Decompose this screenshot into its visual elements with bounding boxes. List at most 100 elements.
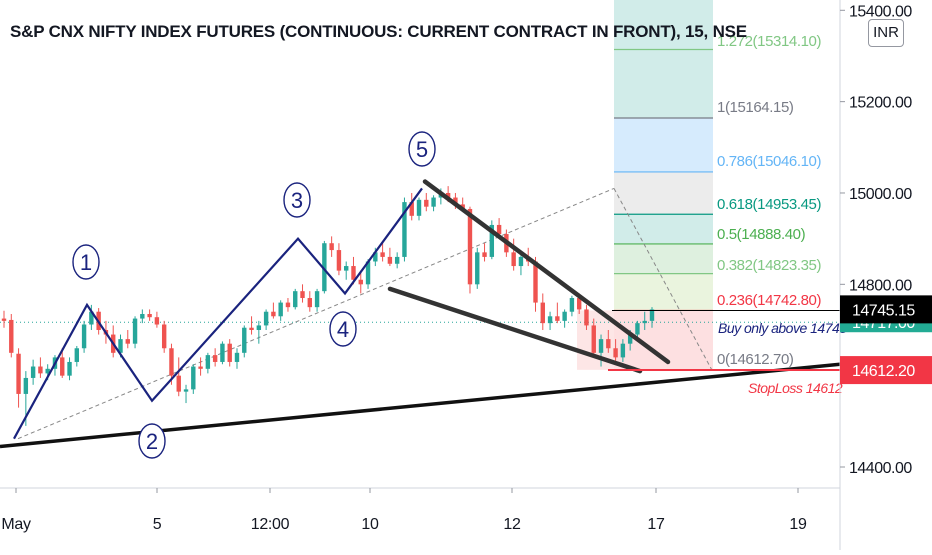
candle [424, 192, 429, 212]
candle [125, 329, 130, 349]
candle-body [635, 323, 640, 335]
candle-body [38, 366, 43, 374]
candle-body [518, 256, 524, 267]
candle [606, 329, 611, 353]
candle-body [1, 318, 7, 321]
candle [1, 310, 7, 328]
candle-body [627, 334, 633, 344]
candle-body [169, 348, 174, 376]
fib-zone-0.5 [614, 214, 713, 244]
wave-label-3: 3 [283, 182, 311, 218]
candle-body [547, 316, 553, 324]
x-tick-label: 12 [503, 516, 521, 533]
candle [409, 192, 414, 221]
candle-body [380, 252, 385, 257]
fib-label-0.618: 0.618(14953.45) [717, 196, 821, 213]
price-axis: 15400.00 15200.00 15000.00 14800.00 14400.00 [839, 0, 913, 550]
candle-body [307, 298, 312, 308]
candle [555, 302, 560, 324]
candle-body [365, 261, 371, 285]
fib-label-1.272: 1.272(15314.10) [717, 33, 821, 50]
fib-label-0.236: 0.236(14742.80) [717, 292, 821, 309]
candle-body [598, 339, 604, 353]
candle-body [220, 343, 225, 362]
candle [642, 311, 647, 330]
candle [489, 220, 495, 260]
fib-label-0.382: 0.382(14823.35) [717, 257, 821, 274]
candle [293, 288, 298, 310]
candle-body [620, 343, 626, 358]
candle-body [402, 202, 407, 257]
fib-zone-0.236 [614, 273, 713, 311]
candle-body [263, 311, 269, 326]
candle-body [475, 252, 480, 285]
candle [154, 311, 160, 328]
candle-body [460, 204, 465, 209]
buy-annotation: Buy only above 14745 [718, 320, 847, 336]
x-tick-label: 19 [789, 516, 807, 533]
support-trendline [0, 362, 841, 449]
candle [329, 236, 334, 257]
time-axis: May 5 12:00 10 12 17 19 [0, 487, 840, 533]
fib-zone-0.786 [614, 118, 713, 172]
candle-body [387, 256, 393, 264]
candle-body [45, 368, 50, 374]
currency-badge[interactable]: INR [868, 19, 904, 47]
candle [220, 341, 225, 365]
candle-body [147, 314, 152, 318]
candle [60, 348, 65, 378]
candle-body [533, 261, 538, 303]
x-tick-label: 10 [361, 516, 379, 533]
candle [416, 197, 422, 221]
wave-number: 5 [416, 137, 428, 162]
candle-body [336, 250, 342, 271]
price-tag-text: 14745.15 [852, 302, 915, 319]
candle [140, 309, 145, 324]
candle [227, 339, 232, 367]
candle [212, 348, 218, 367]
candle-body [569, 298, 575, 312]
chart-title: S&P CNX NIFTY INDEX FUTURES (CONTINUOUS:… [10, 22, 747, 41]
y-tick-label: 15000.00 [849, 186, 912, 203]
candle-body [9, 319, 14, 353]
candle [278, 300, 283, 321]
candle [89, 304, 94, 330]
candle [234, 348, 240, 369]
candle [344, 261, 349, 280]
stoploss-annotation: StopLoss 14612 [748, 380, 843, 396]
x-tick-label: 17 [647, 516, 665, 533]
wave-number: 1 [80, 250, 92, 275]
candle-body [154, 317, 160, 325]
wave-number: 3 [291, 188, 303, 213]
wave-label-2: 2 [138, 423, 166, 459]
x-tick-label: May [1, 516, 31, 533]
candle-body [555, 316, 560, 321]
candle [380, 243, 385, 262]
candle-body [482, 252, 487, 257]
candle [263, 309, 269, 330]
candle [336, 243, 342, 276]
candle [591, 318, 596, 358]
price-tag-text: 14612.20 [852, 363, 915, 380]
candle [132, 316, 138, 349]
candle [176, 357, 181, 397]
candle-body [249, 327, 254, 330]
candle [183, 384, 189, 404]
candle-body [351, 266, 356, 280]
candle [351, 256, 356, 285]
x-tick-label: 5 [153, 516, 162, 533]
price-tag-bg [840, 295, 932, 324]
candle-body [81, 324, 87, 349]
candle-body [394, 256, 400, 264]
y-tick-label: 15400.00 [849, 3, 912, 20]
wave-circle [283, 182, 311, 218]
candle [365, 259, 371, 289]
candle-body [322, 243, 327, 292]
fib-zone-1 [614, 49, 713, 119]
candle [271, 302, 276, 319]
candle-body [234, 352, 240, 362]
elliott-wave-path [13, 187, 423, 440]
x-tick-label: 12:00 [251, 516, 290, 533]
